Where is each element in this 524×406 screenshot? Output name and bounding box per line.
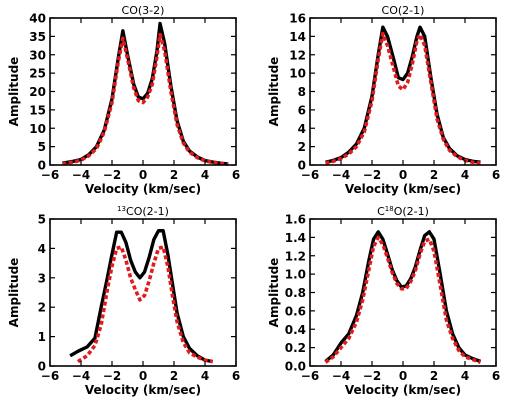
- y-tick-label: 0.8: [285, 286, 306, 300]
- x-tick-label: 0: [139, 168, 147, 182]
- y-tick-label: 1.6: [285, 213, 306, 227]
- x-tick-label: −6: [301, 168, 319, 182]
- y-tick-label: 30: [29, 48, 46, 62]
- x-tick-label: 2: [430, 369, 438, 383]
- x-tick-label: −2: [103, 369, 121, 383]
- y-tick-label: 3: [38, 271, 46, 285]
- x-tick-label: 4: [461, 168, 469, 182]
- x-tick-label: 4: [201, 369, 209, 383]
- chart-title: C18O(2-1): [377, 205, 429, 218]
- x-tick-label: 6: [492, 369, 500, 383]
- y-tick-label: 1: [38, 330, 46, 344]
- y-tick-label: 35: [29, 30, 46, 44]
- axes-frame: [309, 218, 497, 367]
- observed-line-3: [69, 229, 214, 364]
- x-tick-label: 0: [399, 369, 407, 383]
- y-tick-label: 0.2: [285, 341, 306, 355]
- x-tick-label: −2: [103, 168, 121, 182]
- y-tick-label: 0: [38, 360, 46, 374]
- y-tick-label: 0.0: [285, 360, 306, 374]
- model-line-4: [324, 235, 482, 365]
- x-tick-label: 4: [461, 369, 469, 383]
- y-tick-label: 40: [29, 12, 46, 26]
- y-tick-label: 0: [38, 159, 46, 173]
- observed-line-1: [62, 21, 229, 166]
- y-tick-label: 10: [289, 67, 306, 81]
- model-line-1: [62, 32, 229, 167]
- x-tick-label: 6: [232, 168, 240, 182]
- y-axis-label: Amplitude: [267, 57, 281, 127]
- chart-title: 13CO(2-1): [117, 205, 169, 218]
- y-tick-label: 12: [289, 48, 306, 62]
- x-tick-label: −4: [332, 168, 350, 182]
- y-tick-label: 8: [298, 85, 306, 99]
- x-axis-label: Velocity (km/sec): [345, 182, 461, 196]
- y-tick-label: 14: [289, 30, 306, 44]
- x-tick-label: 4: [201, 168, 209, 182]
- observed-line-4: [324, 230, 482, 364]
- x-tick-label: −6: [41, 168, 59, 182]
- y-tick-label: 1.2: [285, 249, 306, 263]
- y-tick-label: 16: [289, 12, 306, 26]
- y-tick-label: 0.4: [285, 323, 306, 337]
- chart-panel-3: −6 −4 −2 0 2 4 6 0 1 2 3 4 5 13CO(2-1) Velocity (km/se…: [7, 205, 240, 397]
- x-axis-label: Velocity (km/sec): [85, 383, 201, 397]
- y-tick-label: 1.0: [285, 268, 306, 282]
- chart-title: CO(2-1): [382, 4, 425, 17]
- y-tick-label: 1.4: [285, 231, 306, 245]
- x-tick-label: −4: [72, 168, 90, 182]
- y-tick-label: 4: [38, 242, 46, 256]
- x-tick-label: −4: [72, 369, 90, 383]
- x-tick-label: 2: [430, 168, 438, 182]
- x-tick-label: 2: [170, 369, 178, 383]
- x-tick-label: −6: [41, 369, 59, 383]
- x-axis-label: Velocity (km/sec): [85, 182, 201, 196]
- x-tick-label: 0: [139, 369, 147, 383]
- y-tick-label: 2: [298, 140, 306, 154]
- x-tick-label: −2: [363, 168, 381, 182]
- axes-frame: [49, 17, 237, 166]
- y-tick-label: 4: [298, 122, 306, 136]
- chart-panel-2: −6 −4 −2 0 2 4 6 0 2 4 6 8 10 12 14 16 CO(2-1) Velocity (…: [267, 4, 500, 196]
- model-line-2: [325, 31, 481, 165]
- y-axis-label: Amplitude: [267, 258, 281, 328]
- y-tick-label: 5: [38, 140, 46, 154]
- y-tick-label: 6: [298, 103, 306, 117]
- y-tick-label: 20: [29, 85, 46, 99]
- model-line-3: [76, 245, 214, 364]
- y-axis-label: Amplitude: [7, 258, 21, 328]
- y-tick-label: 15: [29, 103, 46, 117]
- chart-title: CO(3-2): [122, 4, 165, 17]
- x-tick-label: −2: [363, 369, 381, 383]
- chart-panel-1: −6 −4 −2 0 2 4 6 0 5 10 15 20 25 30 35 40 CO(3-2) Velocit…: [7, 4, 240, 196]
- y-tick-label: 0: [298, 159, 306, 173]
- x-tick-label: −6: [301, 369, 319, 383]
- axes-frame: [309, 17, 497, 166]
- x-tick-label: 6: [492, 168, 500, 182]
- x-axis-label: Velocity (km/sec): [345, 383, 461, 397]
- y-tick-label: 10: [29, 122, 46, 136]
- y-tick-label: 2: [38, 301, 46, 315]
- y-tick-label: 25: [29, 67, 46, 81]
- axes-frame: [49, 218, 237, 367]
- y-tick-label: 0.6: [285, 304, 306, 318]
- chart-panel-4: −6 −4 −2 0 2 4 6 0.0 0.2 0.4 0.6 0.8 1.0 1.2 1.4 1.6 C18…: [267, 205, 500, 397]
- y-axis-label: Amplitude: [7, 57, 21, 127]
- x-tick-label: 2: [170, 168, 178, 182]
- x-tick-label: −4: [332, 369, 350, 383]
- x-tick-label: 6: [232, 369, 240, 383]
- y-tick-label: 5: [38, 213, 46, 227]
- x-tick-label: 0: [399, 168, 407, 182]
- observed-line-2: [325, 25, 481, 164]
